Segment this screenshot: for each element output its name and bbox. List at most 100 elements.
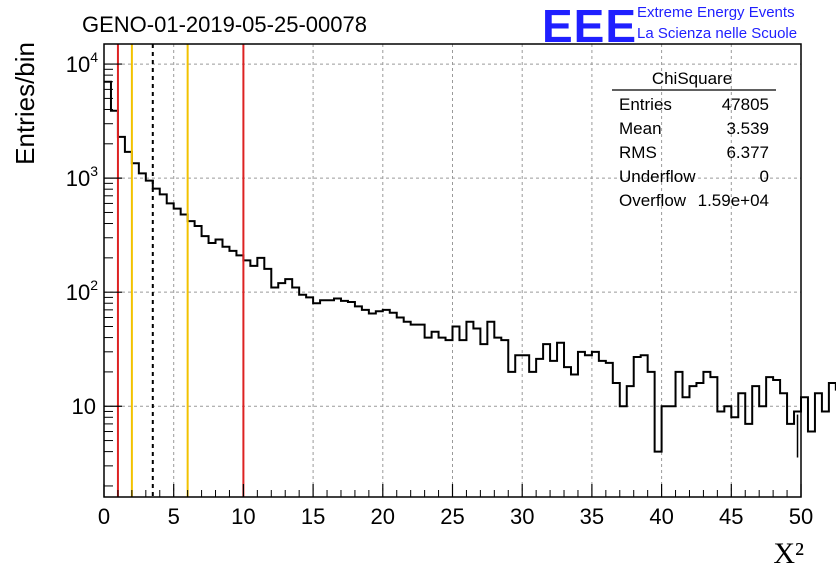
histogram-bin	[369, 314, 376, 497]
x-tick-label: 5	[168, 504, 180, 529]
histogram-bin	[585, 355, 592, 497]
histogram-bin	[459, 340, 466, 497]
stats-row-label: RMS	[619, 143, 657, 162]
histogram-bin	[271, 287, 278, 497]
histogram-bin	[627, 386, 634, 497]
histogram-bin	[397, 317, 404, 497]
y-tick-label: 10	[72, 394, 96, 419]
histogram-bin	[564, 367, 571, 497]
histogram-bin	[620, 406, 627, 497]
histogram-bin	[522, 355, 529, 497]
histogram-bin	[341, 301, 348, 497]
y-tick-label: 103	[66, 163, 98, 191]
histogram-bin	[710, 377, 717, 497]
y-axis-label: Entries/bin	[10, 42, 40, 165]
histogram-bin	[606, 363, 613, 497]
histogram-bin	[411, 325, 418, 497]
histogram-bin	[738, 393, 745, 497]
histogram-bin	[160, 194, 167, 497]
histogram-bin	[425, 338, 432, 497]
histogram-bin	[676, 372, 683, 497]
histogram-bin	[494, 338, 501, 497]
threshold-lines	[116, 44, 245, 497]
x-tick-label: 10	[231, 504, 255, 529]
histogram-bin	[536, 359, 543, 497]
histogram-bin	[822, 411, 829, 497]
histogram-bin	[446, 340, 453, 497]
stats-box: ChiSquare Entries 47805 Mean 3.539 RMS 6.377 U…	[612, 69, 776, 210]
x-tick-label: 45	[719, 504, 743, 529]
axis-ticks: 0 5 10 15 20 25 30 35 40 45 50 10 102 103 104	[66, 49, 814, 529]
histogram-bin	[146, 181, 153, 497]
histogram-bin	[501, 340, 508, 497]
histogram-bin	[487, 322, 494, 497]
x-tick-label: 30	[510, 504, 534, 529]
histogram-bin	[752, 386, 759, 497]
histogram-bin	[641, 355, 648, 497]
histogram-bin	[703, 372, 710, 497]
x-tick-label: 15	[301, 504, 325, 529]
histogram-bin	[390, 313, 397, 497]
histogram-bin	[439, 338, 446, 497]
histogram-bin	[683, 397, 690, 497]
histogram-bin	[334, 299, 341, 497]
histogram-bin	[801, 397, 808, 497]
stats-row-value: 1.59e+04	[698, 191, 769, 210]
histogram-bin	[188, 221, 195, 497]
histogram-bin	[508, 372, 515, 497]
y-tick-label: 104	[66, 49, 98, 77]
histogram-bin	[181, 214, 188, 497]
histogram-bin	[689, 386, 696, 497]
histogram-bin	[717, 411, 724, 497]
y-tick-label: 102	[66, 277, 98, 305]
histogram-bin	[696, 383, 703, 497]
stats-box-title: ChiSquare	[652, 69, 732, 88]
histogram-bin	[766, 377, 773, 497]
histogram-bin	[209, 243, 216, 497]
histogram-bin	[348, 302, 355, 497]
histogram-bin	[139, 173, 146, 497]
histogram-bin	[480, 344, 487, 497]
histogram-bin	[418, 325, 425, 497]
histogram-bin	[243, 260, 250, 497]
histogram-bin	[278, 283, 285, 497]
stats-row-value: 6.377	[726, 143, 769, 162]
histogram-bin	[473, 329, 480, 497]
histogram-bin	[355, 306, 362, 497]
histogram-bin	[453, 327, 460, 497]
histogram-bin	[745, 424, 752, 497]
histogram-bin	[571, 374, 578, 497]
histogram-bin	[599, 361, 606, 497]
histogram-bin	[125, 152, 132, 497]
grid	[104, 44, 801, 497]
histogram-bin	[285, 279, 292, 497]
histogram-bin	[292, 287, 299, 497]
eee-logo-line1: Extreme Energy Events	[637, 4, 795, 21]
histogram-bin	[731, 417, 738, 497]
eee-logo: EEE Extreme Energy Events La Scienza nel…	[542, 0, 797, 52]
x-tick-label: 50	[789, 504, 813, 529]
histogram-bin	[780, 393, 787, 497]
histogram-bin	[306, 297, 313, 497]
histogram-bin	[327, 300, 334, 497]
histogram-bin	[759, 406, 766, 497]
x-tick-label: 35	[580, 504, 604, 529]
histogram-bin	[229, 251, 236, 497]
histogram-bin	[174, 209, 181, 497]
histogram-bin	[202, 236, 209, 497]
histogram-bin	[815, 393, 822, 497]
x-tick-label: 0	[98, 504, 110, 529]
histogram-bin	[634, 357, 641, 497]
histogram-bin	[216, 239, 223, 497]
histogram-bin	[299, 295, 306, 497]
histogram-bin	[515, 355, 522, 497]
histogram-bin	[236, 255, 243, 497]
stats-row-label: Underflow	[619, 167, 696, 186]
histogram-bin	[195, 226, 202, 497]
eee-logo-line2: La Scienza nelle Scuole	[637, 25, 797, 42]
x-axis-label: X²	[773, 537, 804, 570]
histogram-bin	[118, 137, 125, 497]
x-tick-label: 20	[371, 504, 395, 529]
chart-title: GENO-01-2019-05-25-00078	[82, 12, 367, 37]
